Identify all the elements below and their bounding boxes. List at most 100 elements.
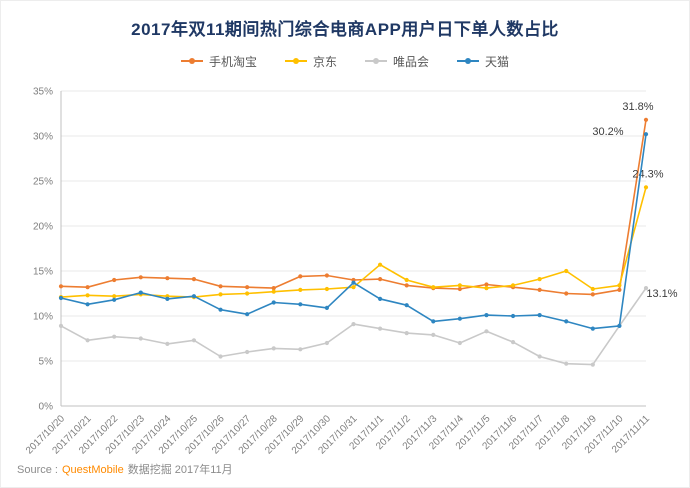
series-point-vip: [457, 340, 462, 346]
series-point-jd: [377, 262, 383, 267]
series-point-vip: [298, 347, 303, 352]
source-prefix: Source :: [17, 464, 58, 476]
series-point-vip: [643, 286, 649, 291]
y-tick-label: 30%: [33, 132, 53, 143]
series-point-taobao: [564, 291, 569, 296]
legend-dot-taobao: [188, 58, 195, 64]
series-point-taobao: [58, 284, 64, 289]
legend-item-tmall: 天猫: [457, 53, 509, 70]
series-point-vip: [271, 346, 276, 351]
series-point-jd: [351, 285, 356, 290]
series-point-vip: [138, 336, 143, 341]
series-point-tmall: [58, 295, 64, 301]
series-point-jd: [112, 294, 117, 299]
series-point-tmall: [351, 280, 356, 285]
series-point-jd: [484, 286, 489, 291]
series-point-jd: [564, 268, 569, 274]
series-point-vip: [537, 354, 542, 359]
y-tick-label: 25%: [33, 177, 53, 188]
series-point-vip: [324, 340, 330, 346]
series-point-jd: [245, 291, 250, 296]
legend-item-taobao: 手机淘宝: [180, 53, 257, 70]
series-point-jd: [404, 277, 409, 283]
y-tick-label: 5%: [39, 357, 54, 368]
source-brand: QuestMobile: [61, 464, 124, 476]
end-label-vip: 13.1%: [646, 288, 677, 300]
series-point-tmall: [590, 326, 595, 331]
legend-dot-tmall: [465, 58, 472, 64]
series-point-taobao: [138, 275, 143, 280]
series-point-jd: [617, 283, 622, 288]
series-point-taobao: [590, 292, 595, 297]
series-point-tmall: [138, 290, 143, 295]
series-point-tmall: [112, 297, 117, 302]
series-point-tmall: [165, 296, 170, 301]
series-point-jd: [510, 283, 516, 288]
series-point-taobao: [191, 277, 197, 282]
end-label-tmall: 30.2%: [592, 126, 623, 138]
legend-marker-jd: [284, 58, 307, 64]
series-point-vip: [590, 362, 595, 367]
series-point-tmall: [537, 313, 542, 318]
series-point-vip: [510, 340, 516, 345]
series-point-tmall: [404, 303, 409, 308]
series-point-vip: [564, 361, 569, 366]
series-point-taobao: [324, 273, 330, 278]
end-label-taobao: 31.8%: [622, 101, 653, 113]
series-point-tmall: [484, 313, 489, 318]
series-point-jd: [324, 286, 330, 292]
series-point-tmall: [271, 300, 276, 305]
y-tick-label: 15%: [33, 267, 53, 278]
series-point-taobao: [165, 276, 170, 281]
legend: 手机淘宝 京东 唯品会 天猫: [1, 53, 689, 69]
series-point-jd: [271, 289, 276, 294]
series-point-taobao: [537, 287, 542, 292]
series-point-vip: [165, 341, 170, 346]
series-point-vip: [85, 338, 90, 343]
series-point-vip: [484, 329, 489, 334]
series-line-taobao: [60, 118, 647, 296]
series-point-taobao: [271, 286, 276, 291]
legend-item-vip: 唯品会: [365, 53, 429, 70]
series-point-tmall: [431, 319, 436, 324]
legend-dot-jd: [292, 58, 299, 64]
series-point-tmall: [85, 302, 90, 307]
source-line: Source : QuestMobile 数据挖掘 2017年11月: [17, 461, 233, 477]
legend-dot-vip: [373, 58, 379, 64]
series-point-jd: [590, 286, 595, 292]
series-point-jd: [85, 293, 90, 298]
series-point-vip: [404, 331, 409, 336]
series-point-jd: [643, 185, 649, 190]
series-point-taobao: [457, 286, 462, 292]
y-tick-label: 10%: [33, 312, 53, 323]
series-point-taobao: [112, 277, 117, 283]
series-point-vip: [377, 326, 383, 331]
end-label-jd: 24.3%: [632, 168, 663, 180]
series-point-tmall: [191, 294, 197, 299]
line-chart: 0%5%10%15%20%25%30%35%2017/10/202017/10/…: [24, 87, 678, 457]
series-point-vip: [112, 334, 117, 339]
series-point-taobao: [404, 283, 409, 288]
series-point-tmall: [643, 132, 649, 137]
series-point-vip: [431, 332, 436, 337]
legend-label-tmall: 天猫: [485, 54, 510, 69]
series-point-jd: [431, 285, 436, 290]
series-point-taobao: [245, 285, 250, 290]
series-point-taobao: [377, 277, 383, 282]
y-tick-label: 35%: [33, 87, 53, 98]
series-point-vip: [218, 354, 223, 359]
series-point-jd: [457, 283, 462, 288]
series-point-tmall: [510, 313, 516, 319]
series-point-taobao: [484, 282, 489, 287]
series-point-vip: [191, 338, 197, 343]
source-suffix: 数据挖掘 2017年11月: [127, 464, 233, 476]
series-line-vip: [60, 287, 647, 366]
series-point-vip: [351, 322, 356, 327]
y-tick-label: 20%: [33, 222, 53, 233]
series-point-vip: [58, 323, 64, 328]
series-point-taobao: [617, 287, 622, 292]
series-point-tmall: [457, 316, 462, 321]
series-point-jd: [218, 292, 223, 297]
series-point-taobao: [298, 274, 303, 279]
